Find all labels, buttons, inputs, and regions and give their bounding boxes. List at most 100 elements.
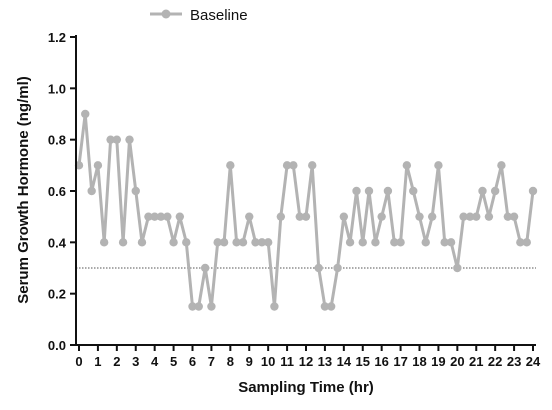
data-point xyxy=(421,238,430,247)
x-tick-label: 17 xyxy=(393,354,407,369)
data-point xyxy=(459,212,468,221)
data-point xyxy=(434,161,443,170)
data-point xyxy=(219,238,229,247)
data-point xyxy=(257,238,267,247)
data-point xyxy=(207,302,216,311)
data-point xyxy=(409,186,418,196)
x-tick-label: 11 xyxy=(280,354,294,369)
data-point xyxy=(295,212,304,221)
y-tick-label: 0.6 xyxy=(48,184,66,199)
x-tick-label: 15 xyxy=(356,354,370,369)
x-ticks: 0 1 2 3 4 5 6 7 8 9 10 11 12 13 14 15 16 17 18 19 20 21 22 23 24 xyxy=(75,345,541,369)
data-point xyxy=(484,212,494,221)
data-point xyxy=(270,302,279,311)
x-tick-label: 23 xyxy=(507,354,521,369)
x-tick-label: 13 xyxy=(318,354,332,369)
data-point xyxy=(371,238,380,247)
data-point xyxy=(516,238,525,247)
x-tick-label: 3 xyxy=(132,354,139,369)
data-point xyxy=(251,238,260,247)
data-point xyxy=(81,109,90,119)
y-ticks: 0.0 0.2 0.4 0.6 0.8 1.0 1.2 xyxy=(48,30,76,353)
x-tick-label: 14 xyxy=(337,354,352,369)
data-point xyxy=(276,212,286,221)
data-point xyxy=(232,238,241,247)
data-point xyxy=(314,263,323,273)
data-point xyxy=(490,186,500,196)
data-point xyxy=(175,212,185,221)
y-axis-title: Serum Growth Hormone (ng/ml) xyxy=(15,76,32,304)
data-point xyxy=(528,186,538,196)
x-tick-label: 4 xyxy=(151,354,159,369)
data-point xyxy=(200,263,210,273)
y-tick-label: 0.4 xyxy=(48,235,67,250)
x-tick-label: 6 xyxy=(189,354,196,369)
data-point xyxy=(99,238,109,247)
data-point xyxy=(377,212,386,221)
x-tick-label: 5 xyxy=(170,354,177,369)
x-tick-label: 1 xyxy=(94,354,101,369)
data-point xyxy=(150,212,159,221)
data-point xyxy=(333,263,342,273)
data-point xyxy=(320,302,330,311)
x-tick-label: 18 xyxy=(412,354,426,369)
data-point xyxy=(453,263,462,273)
x-tick-label: 9 xyxy=(246,354,253,369)
x-tick-label: 12 xyxy=(299,354,313,369)
y-tick-label: 1.0 xyxy=(48,81,66,96)
data-point xyxy=(352,186,361,196)
data-point xyxy=(308,161,317,170)
data-point xyxy=(345,238,355,247)
data-points xyxy=(74,109,538,311)
data-point xyxy=(226,161,235,170)
x-tick-label: 0 xyxy=(75,354,82,369)
data-point xyxy=(465,212,475,221)
y-tick-label: 0.8 xyxy=(48,133,66,148)
data-point xyxy=(358,238,367,247)
data-point xyxy=(390,238,399,247)
data-point xyxy=(125,135,134,144)
data-point xyxy=(440,238,449,247)
data-point xyxy=(472,212,481,221)
legend: Baseline xyxy=(150,7,248,24)
data-point xyxy=(182,238,191,247)
legend-label-baseline: Baseline xyxy=(190,7,248,24)
data-point xyxy=(213,238,222,247)
x-tick-label: 19 xyxy=(431,354,445,369)
x-axis-title: Sampling Time (hr) xyxy=(238,379,374,396)
legend-marker-baseline xyxy=(161,9,171,19)
data-point xyxy=(263,238,273,247)
y-tick-label: 0.2 xyxy=(48,287,66,302)
y-tick-label: 1.2 xyxy=(48,30,66,45)
data-point xyxy=(301,212,311,221)
data-point xyxy=(503,212,513,221)
data-point xyxy=(497,161,506,170)
x-tick-label: 22 xyxy=(488,354,502,369)
data-point xyxy=(478,186,487,196)
data-point xyxy=(522,238,531,247)
data-point xyxy=(131,186,140,196)
data-point xyxy=(163,212,172,221)
data-point xyxy=(144,212,153,221)
y-tick-label: 0.0 xyxy=(48,338,66,353)
data-point xyxy=(446,238,456,247)
x-tick-label: 2 xyxy=(113,354,120,369)
data-point xyxy=(238,238,248,247)
x-tick-label: 16 xyxy=(374,354,388,369)
x-tick-label: 7 xyxy=(208,354,215,369)
series-line-baseline xyxy=(77,112,535,308)
data-point xyxy=(383,186,393,196)
data-point xyxy=(112,135,122,144)
data-point xyxy=(396,238,405,247)
data-point xyxy=(245,212,254,221)
x-tick-label: 24 xyxy=(526,354,541,369)
data-point xyxy=(137,238,147,247)
data-point xyxy=(509,212,519,221)
data-point xyxy=(364,186,374,196)
x-tick-label: 21 xyxy=(469,354,483,369)
x-tick-label: 10 xyxy=(261,354,275,369)
data-point xyxy=(169,238,178,247)
data-point xyxy=(415,212,424,221)
x-tick-label: 20 xyxy=(450,354,464,369)
data-point xyxy=(402,161,412,170)
